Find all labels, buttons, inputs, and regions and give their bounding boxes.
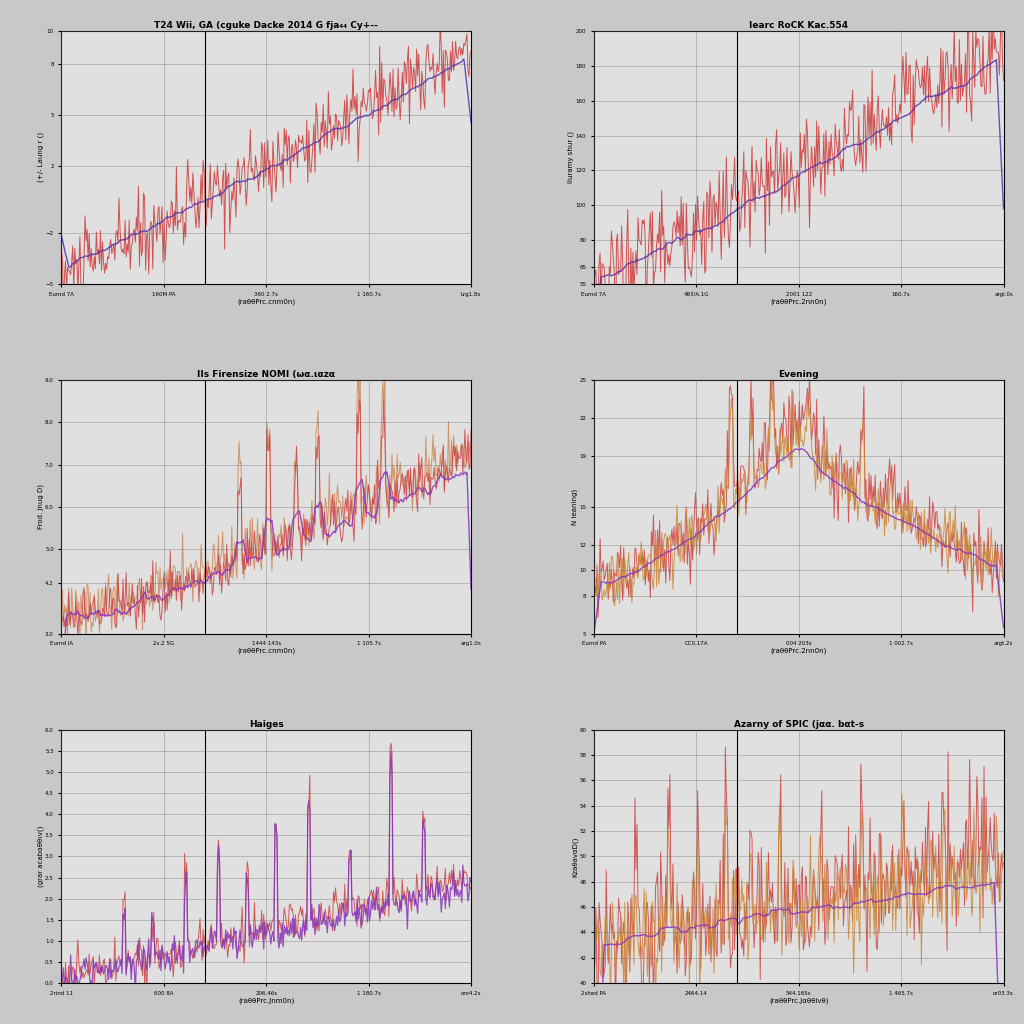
X-axis label: (raθθPrc.Jαθθivθ): (raθθPrc.Jαθθivθ) xyxy=(769,997,828,1004)
Title: Azarny of SPIC (jαα. bαt-s: Azarny of SPIC (jαα. bαt-s xyxy=(733,720,864,729)
Title: Haiges: Haiges xyxy=(249,720,284,729)
Title: IIs Firensize NOMI (ωα.ιαzα: IIs Firensize NOMI (ωα.ιαzα xyxy=(198,371,335,380)
X-axis label: (raθθPrc.2nn0n): (raθθPrc.2nn0n) xyxy=(770,298,827,304)
Y-axis label: KzaθavαD(): KzaθavαD() xyxy=(571,837,578,877)
X-axis label: (raθθPrc.cnm0n): (raθθPrc.cnm0n) xyxy=(238,298,295,304)
X-axis label: (raθθPrc.Jnm0n): (raθθPrc.Jnm0n) xyxy=(239,997,294,1004)
Y-axis label: Frod. Jnug D): Frod. Jnug D) xyxy=(37,484,44,529)
X-axis label: (raθθPrc.2nn0n): (raθθPrc.2nn0n) xyxy=(770,647,827,654)
X-axis label: (raθθPrc.cnm0n): (raθθPrc.cnm0n) xyxy=(238,647,295,654)
Title: T24 Wii, GA (cguke Dacke 2014 G fja₄₄ Cy+--: T24 Wii, GA (cguke Dacke 2014 G fja₄₄ Cy… xyxy=(155,20,378,30)
Y-axis label: (grar acabαθθιv(): (grar acabαθθιv() xyxy=(37,825,44,887)
Y-axis label: N leaning): N leaning) xyxy=(571,488,578,525)
Y-axis label: Iluramy shur (): Iluramy shur () xyxy=(568,131,574,183)
Title: Evening: Evening xyxy=(778,371,819,380)
Title: Iearc RoCK Kac.554: Iearc RoCK Kac.554 xyxy=(750,20,848,30)
Y-axis label: (+/- Laung r (): (+/- Laung r () xyxy=(38,132,44,182)
